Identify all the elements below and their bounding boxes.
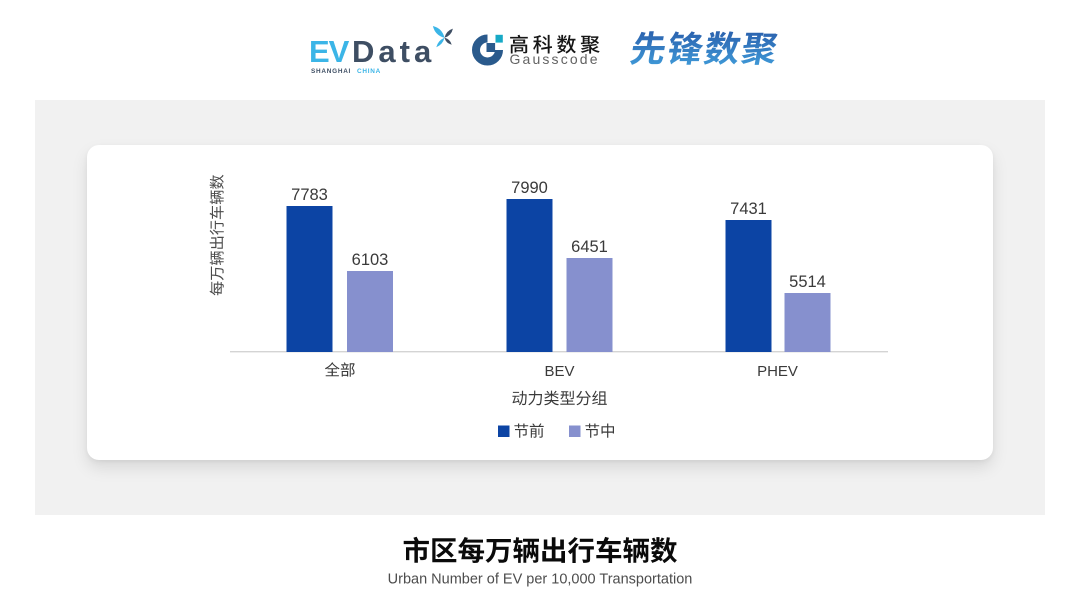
svg-text:BEV: BEV (544, 363, 574, 380)
svg-text:Gausscode: Gausscode (510, 51, 600, 67)
svg-text:7783: 7783 (291, 186, 328, 204)
svg-text:Data: Data (352, 34, 435, 69)
svg-text:EV: EV (309, 34, 350, 69)
svg-text:PHEV: PHEV (757, 363, 798, 380)
svg-text:5514: 5514 (789, 273, 826, 291)
svg-text:CHINA: CHINA (357, 68, 381, 75)
svg-text:6103: 6103 (352, 251, 389, 269)
svg-text:7431: 7431 (730, 200, 767, 218)
svg-text:7990: 7990 (511, 179, 548, 197)
svg-text:SHANGHAI: SHANGHAI (311, 68, 351, 75)
svg-text:6451: 6451 (571, 238, 608, 256)
svg-text:Urban Number of EV per 10,000: Urban Number of EV per 10,000 Transporta… (388, 572, 693, 588)
